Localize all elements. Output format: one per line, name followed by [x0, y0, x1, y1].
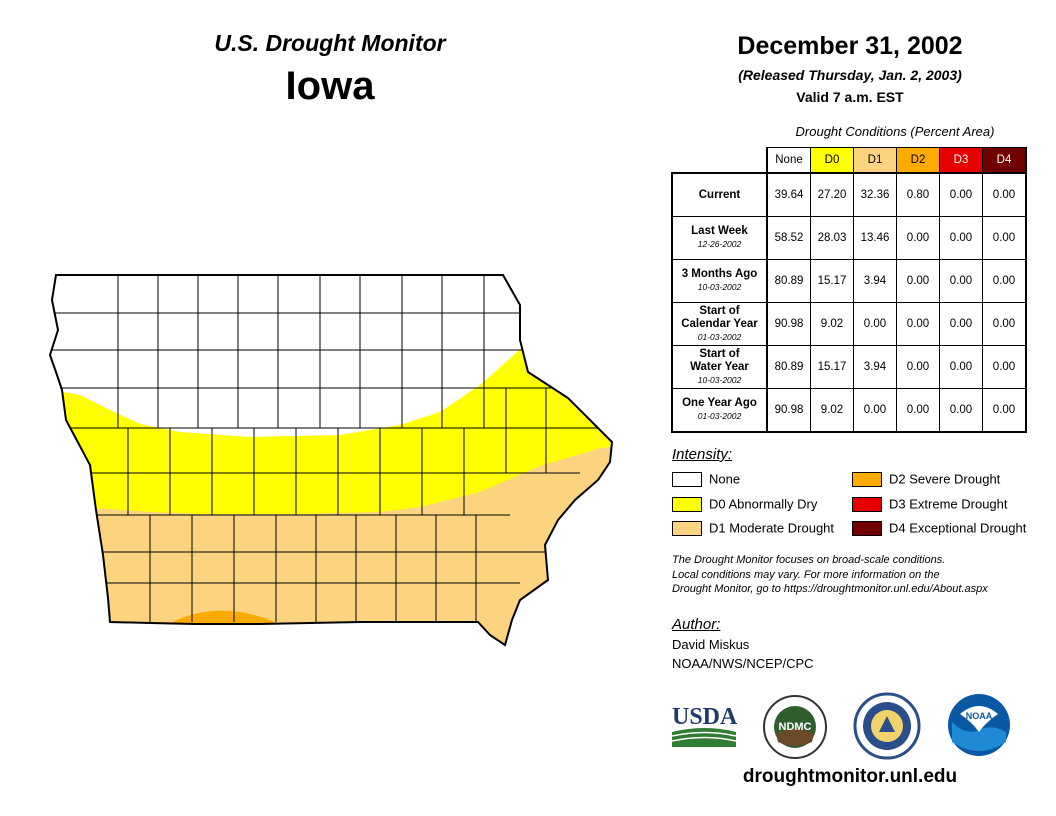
svg-text:NOAA: NOAA	[966, 711, 993, 721]
table-cell: 0.00	[896, 302, 940, 346]
table-cell: 15.17	[810, 259, 854, 303]
legend-title: Intensity:	[672, 446, 733, 463]
county-lines	[50, 275, 600, 622]
table-cell: 80.89	[766, 259, 811, 303]
col-header-d0: D0	[810, 147, 854, 174]
legend-item-d3: D3 Extreme Drought	[852, 495, 1008, 513]
table-cell: 0.00	[982, 345, 1027, 389]
legend-item-d1: D1 Moderate Drought	[672, 519, 834, 537]
legend-swatch	[672, 521, 702, 537]
table-cell: 28.03	[810, 216, 854, 260]
legend-swatch	[852, 521, 882, 537]
d2-zone	[165, 610, 282, 626]
release-date: (Released Thursday, Jan. 2, 2003)	[738, 67, 962, 83]
map-series-title: U.S. Drought Monitor	[214, 30, 446, 56]
author-heading: Author:	[672, 616, 721, 633]
website-url[interactable]: droughtmonitor.unl.edu	[742, 766, 958, 787]
table-cell: 0.00	[939, 388, 983, 433]
table-cell: 0.00	[939, 302, 983, 346]
table-cell: 0.00	[896, 216, 940, 260]
table-cell: 0.00	[939, 259, 983, 303]
table-row: Current 39.64 27.20 32.36 0.80 0.00 0.00	[671, 172, 1027, 217]
table-cell: 0.00	[896, 259, 940, 303]
table-row: One Year Ago 01-03-2002 90.98 9.02 0.00 0…	[671, 388, 1027, 433]
legend-swatch	[852, 497, 882, 513]
row-sublabel: 12-26-2002	[697, 239, 742, 249]
table-caption: Drought Conditions (Percent Area)	[795, 124, 995, 139]
col-header-d2: D2	[896, 147, 940, 174]
table-cell: 0.00	[982, 216, 1027, 260]
legend-item-none: None	[672, 470, 740, 488]
disclaimer-note: The Drought Monitor focuses on broad-sca…	[672, 554, 988, 595]
state-outline	[48, 274, 614, 647]
state-title: Iowa	[285, 64, 375, 108]
row-label: Current	[698, 188, 741, 201]
row-label: One Year Ago	[682, 397, 757, 409]
table-cell: 0.00	[896, 388, 940, 433]
table-cell: 9.02	[810, 302, 854, 346]
table-cell: 32.36	[853, 172, 897, 217]
map-date: December 31, 2002	[737, 32, 963, 60]
table-cell: 0.00	[939, 345, 983, 389]
legend-item-d4: D4 Exceptional Drought	[852, 519, 1026, 537]
table-cell: 3.94	[853, 345, 897, 389]
col-header-d1: D1	[853, 147, 897, 174]
row-label: Start of Calendar Year	[681, 304, 758, 330]
table-cell: 13.46	[853, 216, 897, 260]
table-row: 3 Months Ago 10-03-2002 80.89 15.17 3.94 …	[671, 259, 1027, 303]
table-row: Start of Calendar Year 01-03-2002 90.98 9.…	[671, 302, 1027, 346]
legend-swatch	[852, 472, 882, 488]
commerce-seal-icon	[853, 692, 921, 760]
table-cell: 15.17	[810, 345, 854, 389]
svg-text:NDMC: NDMC	[779, 721, 812, 733]
table-cell: 80.89	[766, 345, 811, 389]
row-sublabel: 01-03-2002	[697, 411, 742, 421]
table-cell: 27.20	[810, 172, 854, 217]
valid-time: Valid 7 a.m. EST	[796, 89, 904, 105]
table-cell: 0.00	[982, 259, 1027, 303]
table-cell: 39.64	[766, 172, 811, 217]
author-name: David Miskus	[672, 637, 750, 652]
table-cell: 0.00	[853, 388, 897, 433]
table-cell: 0.80	[896, 172, 940, 217]
row-sublabel: 10-03-2002	[697, 374, 742, 385]
table-cell: 0.00	[939, 216, 983, 260]
table-cell: 0.00	[982, 172, 1027, 217]
table-row: Last Week 12-26-2002 58.52 28.03 13.46 0.…	[671, 216, 1027, 260]
table-cell: 90.98	[766, 302, 811, 346]
col-header-d4: D4	[982, 147, 1027, 174]
row-label: Start of Water Year	[690, 347, 749, 373]
legend-item-d2: D2 Severe Drought	[852, 470, 1000, 488]
table-cell: 90.98	[766, 388, 811, 433]
legend-swatch	[672, 497, 702, 513]
svg-text:USDA: USDA	[672, 704, 738, 730]
table-cell: 0.00	[982, 302, 1027, 346]
row-label: Last Week	[691, 225, 748, 237]
legend-item-d0: D0 Abnormally Dry	[672, 495, 817, 513]
table-cell: 3.94	[853, 259, 897, 303]
col-header-none: None	[766, 147, 811, 174]
table-cell: 0.00	[982, 388, 1027, 433]
iowa-drought-map	[48, 274, 614, 647]
table-cell: 0.00	[896, 345, 940, 389]
table-cell: 0.00	[853, 302, 897, 346]
legend-swatch	[672, 472, 702, 488]
drought-conditions-table: None D0 D1 D2 D3 D4 Current 39.64 27.20 …	[671, 147, 1027, 433]
author-organization: NOAA/NWS/NCEP/CPC	[672, 656, 814, 671]
table-cell: 58.52	[766, 216, 811, 260]
noaa-logo-icon: NOAA	[948, 694, 1010, 756]
table-cell: 0.00	[939, 172, 983, 217]
row-sublabel: 10-03-2002	[697, 282, 742, 292]
row-sublabel: 01-03-2002	[697, 331, 742, 342]
table-row: Start of Water Year 10-03-2002 80.89 15.17…	[671, 345, 1027, 389]
none-zone	[50, 275, 612, 437]
row-label: 3 Months Ago	[681, 268, 758, 280]
usda-logo-icon: USDA	[671, 704, 738, 747]
ndmc-logo-icon: NDMC	[763, 695, 827, 759]
col-header-d3: D3	[939, 147, 983, 174]
table-cell: 9.02	[810, 388, 854, 433]
